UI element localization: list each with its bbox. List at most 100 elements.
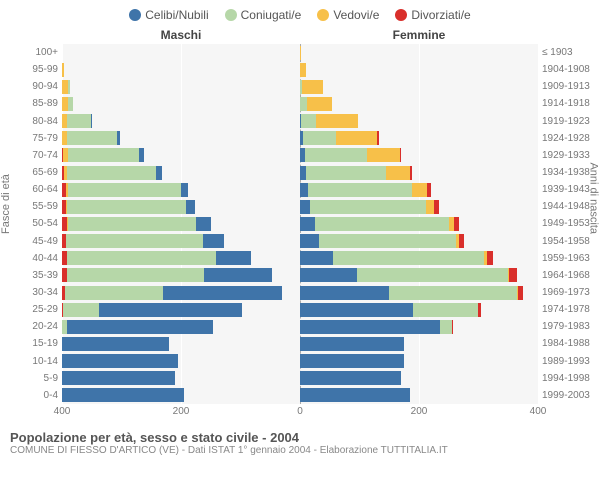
bar-segment: [306, 166, 386, 180]
pyramid-row: [62, 371, 538, 385]
birth-tick: 1909-1913: [542, 81, 590, 92]
age-tick: 35-39: [10, 270, 58, 281]
bar-segment: [300, 268, 357, 282]
pyramid-row: [62, 148, 538, 162]
bar-segment: [117, 131, 120, 145]
bar-segment: [386, 166, 410, 180]
bar-segment: [139, 148, 144, 162]
female-side: [300, 354, 538, 368]
bar-segment: [62, 354, 178, 368]
bar-segment: [186, 200, 195, 214]
male-side: [62, 114, 300, 128]
male-side: [62, 183, 300, 197]
birth-tick: 1934-1938: [542, 167, 590, 178]
bar-segment: [315, 217, 449, 231]
bar-segment: [67, 268, 204, 282]
bar-segment: [300, 371, 401, 385]
legend-swatch: [317, 9, 329, 21]
male-side: [62, 131, 300, 145]
bar-segment: [336, 131, 378, 145]
legend-swatch: [225, 9, 237, 21]
pyramid-row: [62, 303, 538, 317]
pyramid-row: [62, 200, 538, 214]
birth-tick: 1984-1988: [542, 338, 590, 349]
age-tick: 60-64: [10, 184, 58, 195]
bar-segment: [400, 148, 401, 162]
male-side: [62, 268, 300, 282]
birth-tick: 1969-1973: [542, 287, 590, 298]
plot-area: [62, 44, 538, 404]
bar-segment: [303, 131, 336, 145]
male-side: [62, 303, 300, 317]
bar-segment: [300, 251, 333, 265]
pyramid-row: [62, 354, 538, 368]
pyramid-row: [62, 97, 538, 111]
bar-segment: [300, 183, 308, 197]
bar-segment: [300, 63, 306, 77]
female-side: [300, 217, 538, 231]
bar-segment: [300, 286, 389, 300]
male-side: [62, 148, 300, 162]
bar-segment: [300, 234, 319, 248]
birth-tick: 1924-1928: [542, 133, 590, 144]
female-side: [300, 234, 538, 248]
age-tick: 80-84: [10, 116, 58, 127]
male-side: [62, 200, 300, 214]
header-male: Maschi: [62, 28, 300, 42]
bar-segment: [67, 200, 186, 214]
x-tick: 200: [173, 406, 190, 417]
male-side: [62, 337, 300, 351]
bar-segment: [68, 97, 73, 111]
age-tick: 70-74: [10, 150, 58, 161]
female-side: [300, 63, 538, 77]
bar-segment: [91, 114, 92, 128]
bar-segment: [307, 97, 332, 111]
x-axis: 4002000200400: [62, 404, 538, 424]
bar-segment: [67, 251, 216, 265]
bar-segment: [62, 388, 184, 402]
legend-item: Coniugati/e: [225, 8, 302, 22]
chart-subtitle: COMUNE DI FIESSO D'ARTICO (VE) - Dati IS…: [10, 445, 590, 456]
bar-segment: [305, 148, 367, 162]
legend: Celibi/NubiliConiugati/eVedovi/eDivorzia…: [10, 8, 590, 22]
pyramid-row: [62, 337, 538, 351]
bar-segment: [389, 286, 517, 300]
pyramid-row: [62, 183, 538, 197]
birth-tick: 1919-1923: [542, 116, 590, 127]
bar-segment: [413, 303, 478, 317]
bar-segment: [509, 268, 516, 282]
birth-tick: 1904-1908: [542, 64, 590, 75]
bar-segment: [66, 234, 203, 248]
bar-segment: [459, 234, 464, 248]
side-headers: Maschi Femmine: [62, 28, 538, 42]
legend-swatch: [129, 9, 141, 21]
pyramid-row: [62, 46, 538, 60]
bar-segment: [300, 388, 410, 402]
pyramid-row: [62, 388, 538, 402]
age-tick: 65-69: [10, 167, 58, 178]
age-tick: 30-34: [10, 287, 58, 298]
female-side: [300, 200, 538, 214]
male-side: [62, 371, 300, 385]
male-side: [62, 286, 300, 300]
pyramid-row: [62, 320, 538, 334]
male-side: [62, 80, 300, 94]
age-tick: 15-19: [10, 338, 58, 349]
male-side: [62, 63, 300, 77]
bar-segment: [518, 286, 523, 300]
bar-segment: [452, 320, 453, 334]
bar-segment: [62, 63, 64, 77]
bar-segment: [300, 354, 404, 368]
female-side: [300, 131, 538, 145]
bar-segment: [67, 131, 118, 145]
female-side: [300, 80, 538, 94]
bar-segment: [478, 303, 480, 317]
age-tick: 40-44: [10, 253, 58, 264]
bar-segment: [67, 166, 156, 180]
age-tick: 45-49: [10, 236, 58, 247]
bar-segment: [300, 320, 440, 334]
bar-segment: [308, 183, 412, 197]
bar-segment: [333, 251, 485, 265]
bar-segment: [300, 217, 315, 231]
bar-segment: [440, 320, 452, 334]
